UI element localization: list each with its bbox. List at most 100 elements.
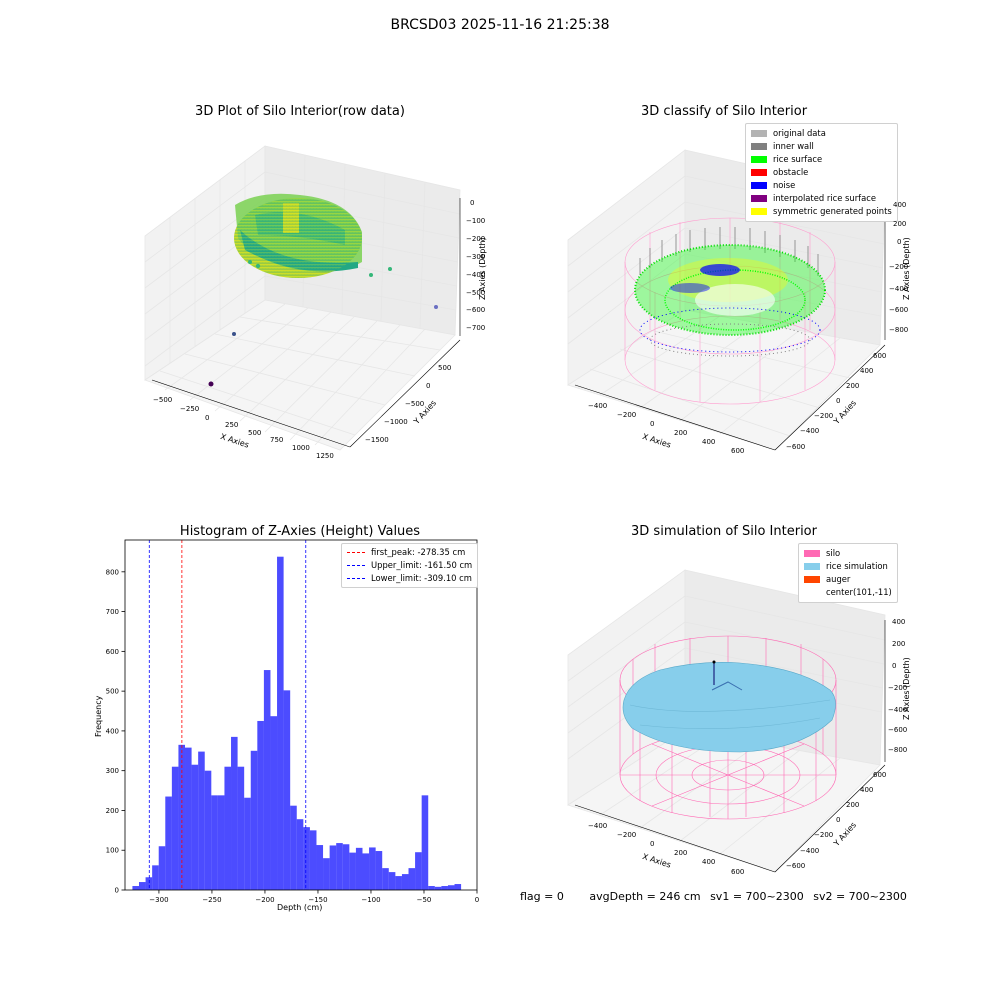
histogram-bar — [224, 766, 232, 890]
simulation-ytick: 600 — [873, 771, 887, 779]
legend-line — [347, 578, 365, 579]
legend-item: noise — [751, 179, 892, 192]
histogram-bar — [369, 847, 376, 890]
legend-item: rice simulation — [804, 560, 892, 573]
legend-swatch — [804, 576, 820, 583]
histogram-bar — [454, 884, 462, 890]
histogram-ytick-label: 400 — [106, 727, 119, 735]
simulation-xtick: 200 — [674, 849, 688, 857]
legend-swatch — [804, 563, 820, 570]
legend-item: first_peak: -278.35 cm — [347, 546, 472, 559]
histogram-bar — [244, 797, 251, 890]
histogram-bar — [191, 764, 199, 890]
classify-ytick: 600 — [873, 352, 887, 360]
histogram-bar — [250, 750, 258, 890]
classify-x-axis-label: X Axies — [641, 432, 673, 450]
histogram-bar — [415, 852, 422, 890]
raw-ztick: −100 — [466, 217, 486, 225]
legend-swatch — [751, 130, 767, 137]
histogram-bar — [316, 845, 324, 890]
raw-xtick: −250 — [180, 405, 200, 413]
classify-xtick: −400 — [588, 402, 608, 410]
classify-plot-title: 3D classify of Silo Interior — [640, 104, 808, 119]
legend-label: obstacle — [773, 167, 809, 177]
raw-ytick: −1000 — [384, 418, 408, 426]
histogram-bar — [132, 886, 139, 890]
classify-xtick: 400 — [702, 438, 716, 446]
histogram-legend: first_peak: -278.35 cm Upper_limit: -161… — [341, 543, 479, 588]
classify-inner-wall — [639, 227, 819, 276]
raw-ytick: 0 — [426, 382, 431, 390]
histogram-vlines — [148, 540, 307, 890]
raw-ytick: 500 — [438, 364, 452, 372]
sv1-text: sv1 = 700~2300 — [710, 890, 804, 903]
legend-label: silo — [826, 548, 841, 558]
simulation-3d-axes-box — [567, 569, 886, 873]
histogram-ytick-label: 500 — [106, 688, 119, 696]
legend-item: symmetric generated points — [751, 205, 892, 218]
classify-ytick: 200 — [846, 382, 860, 390]
simulation-rice-surface — [622, 662, 836, 753]
legend-swatch — [751, 169, 767, 176]
histogram-bar — [401, 874, 409, 890]
sv2-text: sv2 = 700~2300 — [813, 890, 907, 903]
histogram-bar — [303, 827, 310, 890]
legend-swatch — [751, 156, 767, 163]
histogram-ytick-label: 800 — [106, 568, 119, 576]
raw-xtick: 0 — [205, 414, 210, 422]
classify-xtick: 200 — [674, 429, 688, 437]
histogram-bar — [408, 868, 416, 890]
legend-label: symmetric generated points — [773, 206, 892, 216]
raw-xtick: 1250 — [316, 452, 334, 460]
classify-ytick: 400 — [860, 367, 874, 375]
legend-label: rice simulation — [826, 561, 888, 571]
histogram-bar — [204, 770, 212, 890]
histogram-bars — [132, 556, 462, 890]
histogram-xtick-label: −300 — [149, 896, 168, 904]
histogram-bar — [211, 795, 218, 890]
histogram-bar — [329, 845, 337, 890]
classify-silo-wireframe — [624, 217, 836, 405]
histogram-bar — [158, 846, 166, 890]
avg-depth-text: avgDepth = 246 cm — [589, 890, 701, 903]
histogram-bar — [257, 720, 264, 890]
simulation-xtick: 0 — [650, 840, 655, 848]
classify-rice-surface — [634, 244, 826, 357]
legend-label: noise — [773, 180, 796, 190]
legend-label: interpolated rice surface — [773, 193, 876, 203]
raw-ztick: −700 — [466, 324, 486, 332]
histogram-ytick-label: 600 — [106, 648, 119, 656]
histogram-xtick-label: −250 — [202, 896, 221, 904]
histogram-bar — [349, 852, 356, 890]
legend-swatch — [751, 195, 767, 202]
legend-item: rice surface — [751, 153, 892, 166]
legend-label: first_peak: -278.35 cm — [371, 547, 466, 557]
histogram-ytick-label: 100 — [106, 847, 119, 855]
simulation-ytick: 200 — [846, 801, 860, 809]
status-footer: flag = 0 avgDepth = 246 cm sv1 = 700~230… — [520, 890, 917, 903]
legend-swatch — [751, 143, 767, 150]
raw-3d-point-cloud — [208, 193, 438, 387]
raw-ytick: −500 — [405, 400, 425, 408]
classify-ytick: −200 — [814, 412, 834, 420]
histogram-xtick-label: −200 — [255, 896, 274, 904]
simulation-silo-wireframe — [619, 635, 837, 820]
histogram-bar — [323, 858, 330, 890]
classify-ztick: −400 — [889, 285, 909, 293]
simulation-xtick: −200 — [617, 831, 637, 839]
classify-xtick: 600 — [731, 447, 745, 455]
histogram-bar — [382, 868, 389, 890]
classify-ztick: −200 — [889, 263, 909, 271]
simulation-ytick: −600 — [786, 862, 806, 870]
simulation-xtick: −400 — [588, 822, 608, 830]
classify-legend: original data inner wall rice surface ob… — [745, 123, 898, 222]
legend-label: original data — [773, 128, 826, 138]
classify-ztick: 200 — [893, 220, 907, 228]
raw-ztick: −500 — [466, 289, 486, 297]
histogram-x-axis-label: Depth (cm) — [277, 903, 323, 912]
histogram-bar — [145, 877, 153, 890]
classify-ytick: 0 — [836, 397, 841, 405]
raw-ztick: −200 — [466, 235, 486, 243]
histogram-x-ticks: −300 −250 −200 −150 −100 −50 0 — [149, 890, 479, 904]
legend-item: Upper_limit: -161.50 cm — [347, 559, 472, 572]
